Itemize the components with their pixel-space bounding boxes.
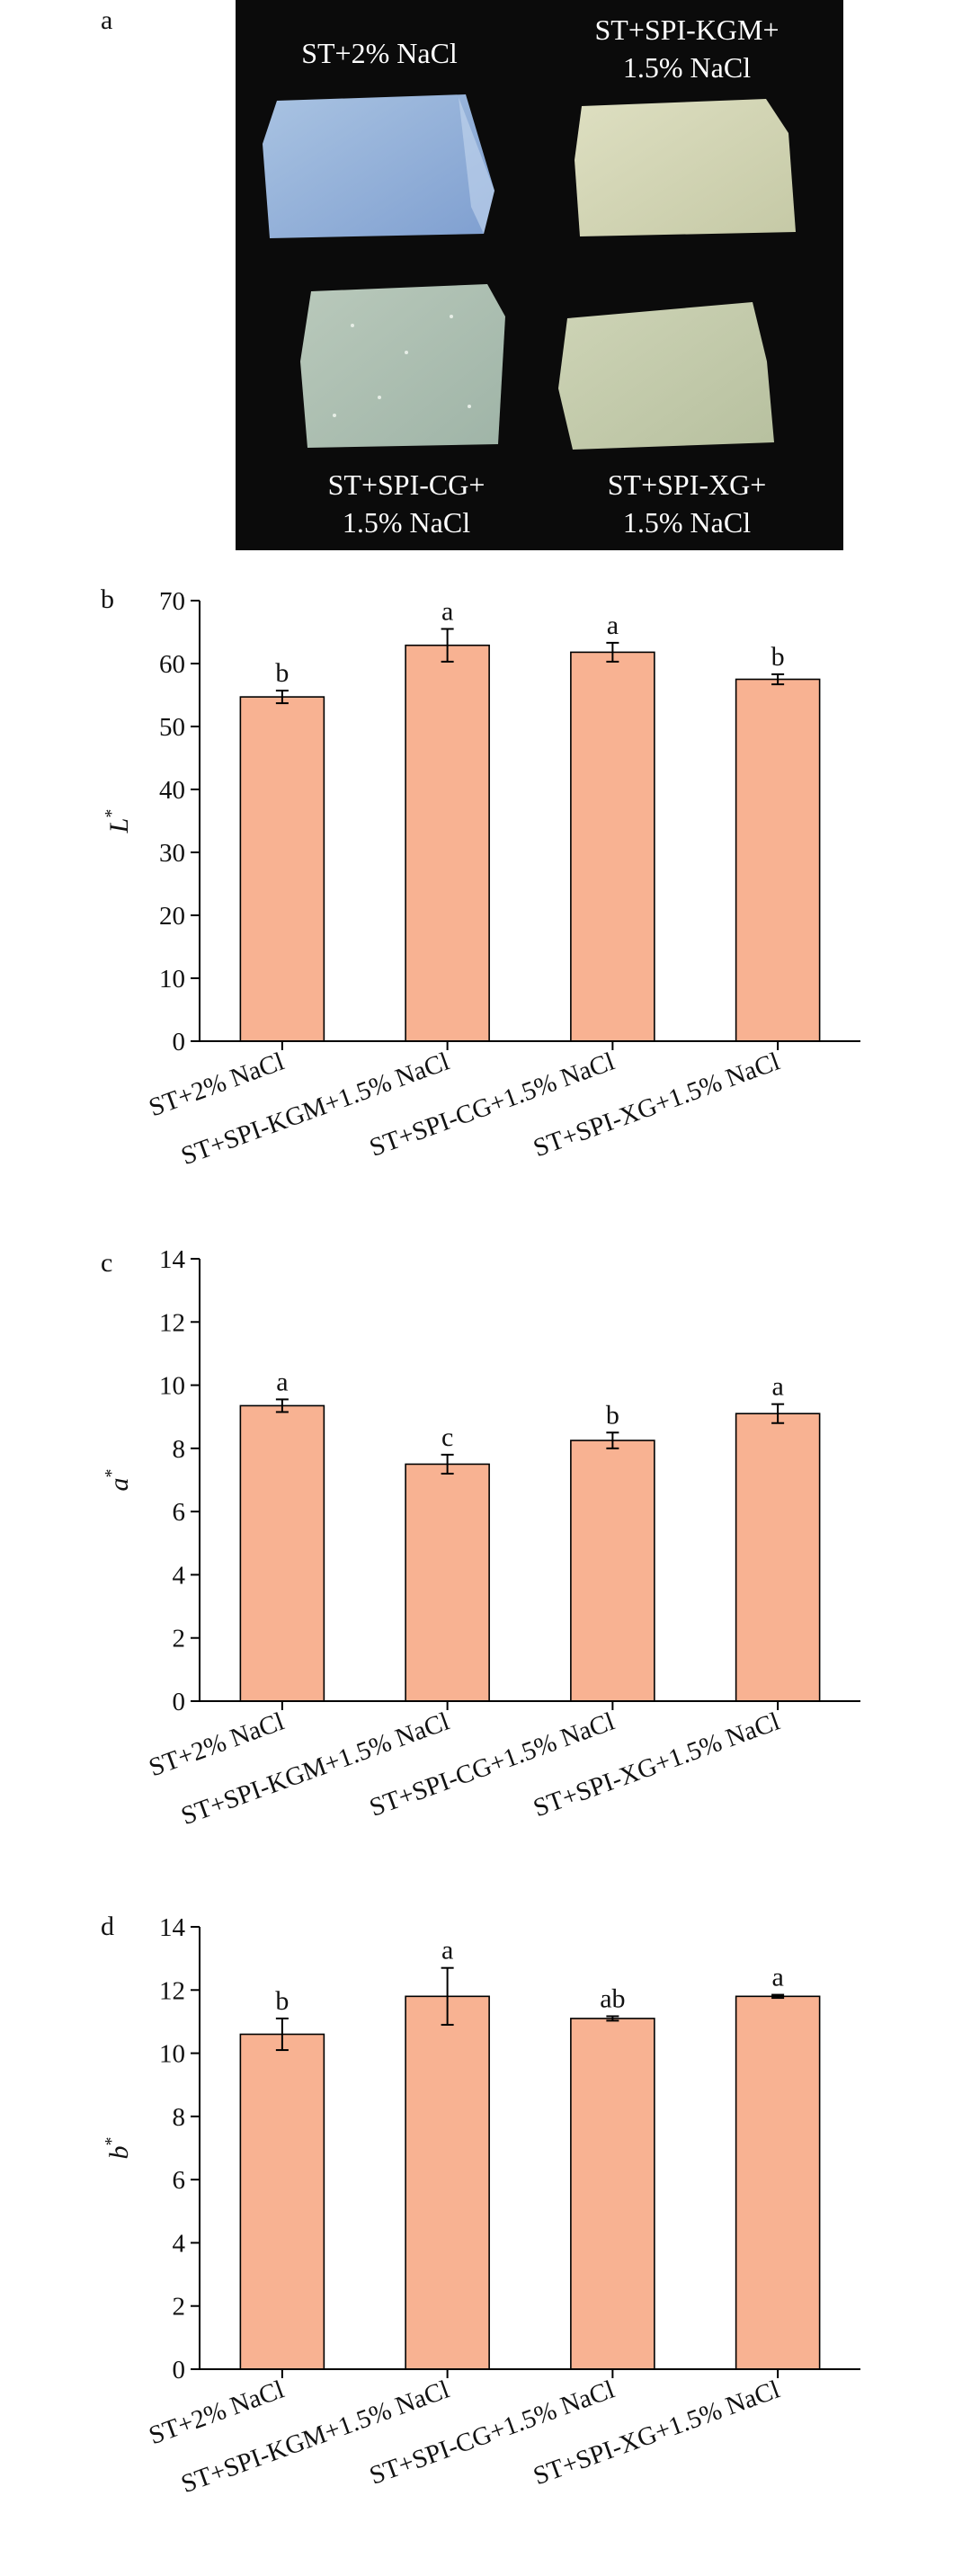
y-tick-label-d-7: 14 bbox=[159, 1913, 186, 1942]
photo-caption-2-line-1: ST+SPI-KGM+ bbox=[594, 13, 779, 46]
sample-st-nacl bbox=[263, 94, 494, 238]
significance-label-d-2: a bbox=[441, 1936, 453, 1965]
y-tick-label-d-6: 12 bbox=[159, 1976, 185, 2005]
y-axis-title-letter-d: b bbox=[104, 2146, 134, 2160]
significance-label-b-3: a bbox=[607, 611, 619, 640]
y-tick-label-c-0: 0 bbox=[173, 1688, 186, 1716]
bar-d-3 bbox=[570, 2018, 655, 2370]
significance-label-b-1: b bbox=[275, 658, 289, 688]
y-tick-label-c-3: 6 bbox=[173, 1498, 186, 1527]
photo-caption-3-line-1: ST+SPI-CG+ bbox=[327, 468, 486, 501]
photo-caption-3-line-2: 1.5% NaCl bbox=[342, 506, 471, 539]
bar-d-2 bbox=[405, 1995, 490, 2370]
y-axis-title-c: a* bbox=[102, 1469, 134, 1492]
y-axis-title-d: b* bbox=[102, 2137, 134, 2160]
bar-b-3 bbox=[570, 651, 655, 1042]
y-tick-label-c-6: 12 bbox=[159, 1308, 185, 1337]
y-tick-label-b-2: 20 bbox=[159, 902, 185, 931]
sample-st-spi-kgm bbox=[575, 99, 796, 236]
y-tick-label-d-1: 2 bbox=[173, 2293, 186, 2322]
bar-c-2 bbox=[405, 1463, 490, 1702]
bar-c-1 bbox=[239, 1404, 325, 1702]
photo-caption-2: ST+SPI-KGM+ 1.5% NaCl bbox=[552, 11, 822, 86]
y-axis-title-sup-c: * bbox=[102, 1469, 121, 1478]
photo-caption-1-line-1: ST+2% NaCl bbox=[301, 37, 458, 69]
significance-label-c-1: a bbox=[276, 1367, 288, 1396]
y-tick-label-b-5: 50 bbox=[159, 713, 185, 742]
bar-b-1 bbox=[239, 696, 325, 1042]
y-tick-label-b-1: 10 bbox=[159, 965, 185, 994]
photo-caption-3: ST+SPI-CG+ 1.5% NaCl bbox=[272, 466, 541, 541]
y-tick-label-d-2: 4 bbox=[173, 2229, 186, 2258]
panel-label-d: d bbox=[101, 1912, 114, 1941]
significance-label-b-2: a bbox=[441, 597, 453, 627]
y-tick-label-b-0: 0 bbox=[173, 1028, 186, 1056]
photo-caption-1: ST+2% NaCl bbox=[245, 34, 514, 72]
y-tick-label-b-3: 30 bbox=[159, 839, 185, 868]
bar-c-4 bbox=[735, 1413, 821, 1702]
y-tick-label-d-0: 0 bbox=[173, 2356, 186, 2384]
y-tick-label-b-4: 40 bbox=[159, 776, 185, 805]
sample-st-spi-xg bbox=[558, 302, 774, 450]
significance-label-d-3: ab bbox=[600, 1983, 625, 2013]
y-axis-title-sup-d: * bbox=[102, 2137, 121, 2146]
y-axis-title-sup-b: * bbox=[102, 809, 121, 818]
y-tick-label-b-7: 70 bbox=[159, 587, 185, 616]
significance-label-c-2: c bbox=[441, 1422, 453, 1452]
significance-label-d-4: a bbox=[771, 1963, 783, 1992]
significance-label-d-1: b bbox=[275, 1986, 289, 2016]
bar-c-3 bbox=[570, 1440, 655, 1702]
y-axis-title-letter-b: L bbox=[104, 818, 134, 834]
sample-photo: ST+2% NaCl ST+SPI-KGM+ 1.5% NaCl ST+SPI-… bbox=[236, 0, 843, 550]
y-tick-label-d-3: 6 bbox=[173, 2166, 186, 2195]
panel-label-c: c bbox=[101, 1248, 113, 1278]
bar-d-1 bbox=[239, 2033, 325, 2370]
significance-label-c-4: a bbox=[771, 1372, 783, 1402]
y-tick-label-c-2: 4 bbox=[173, 1561, 186, 1590]
significance-label-b-4: b bbox=[771, 642, 785, 672]
significance-label-c-3: b bbox=[606, 1400, 619, 1430]
y-axis-title-letter-c: a bbox=[104, 1478, 134, 1492]
bar-b-4 bbox=[735, 678, 821, 1042]
x-tick-label-d-2: ST+SPI-KGM+1.5% NaCl bbox=[177, 2375, 453, 2500]
bar-d-4 bbox=[735, 1995, 821, 2370]
x-tick-label-b-2: ST+SPI-KGM+1.5% NaCl bbox=[177, 1047, 453, 1172]
panel-label-b: b bbox=[101, 584, 114, 614]
y-tick-label-b-6: 60 bbox=[159, 650, 185, 679]
y-tick-label-c-4: 8 bbox=[173, 1435, 186, 1464]
sample-st-spi-cg bbox=[300, 284, 505, 448]
photo-caption-4: ST+SPI-XG+ 1.5% NaCl bbox=[552, 466, 822, 541]
photo-caption-4-line-1: ST+SPI-XG+ bbox=[607, 468, 767, 501]
y-tick-label-c-5: 10 bbox=[159, 1372, 185, 1401]
panel-label-a: a bbox=[101, 5, 113, 35]
bar-b-2 bbox=[405, 644, 490, 1042]
y-tick-label-d-5: 10 bbox=[159, 2040, 185, 2069]
y-tick-label-c-1: 2 bbox=[173, 1625, 186, 1653]
y-tick-label-c-7: 14 bbox=[159, 1245, 186, 1274]
photo-caption-4-line-2: 1.5% NaCl bbox=[622, 506, 752, 539]
y-axis-title-b: L* bbox=[102, 809, 134, 834]
photo-caption-2-line-2: 1.5% NaCl bbox=[622, 51, 752, 84]
y-tick-label-d-4: 8 bbox=[173, 2103, 186, 2132]
x-tick-label-c-2: ST+SPI-KGM+1.5% NaCl bbox=[177, 1707, 453, 1832]
